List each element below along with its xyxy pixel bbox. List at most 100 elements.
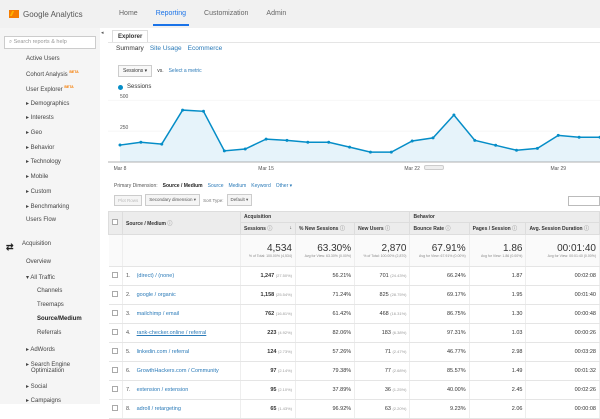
svg-text:Mar 29: Mar 29 xyxy=(550,166,566,172)
svg-text:500: 500 xyxy=(120,94,129,100)
main-panel: Explorer Summary Site Usage Ecommerce Sess… xyxy=(108,28,600,404)
search-input[interactable]: ⌕ Search reports & help xyxy=(4,36,96,49)
behavior-group-header: Behavior xyxy=(410,212,600,223)
dimension-option[interactable]: Keyword xyxy=(251,183,270,189)
sidebar-item[interactable]: ▸ AdWords xyxy=(26,346,55,353)
data-table: Source / Medium ⓘ Acquisition Behavior S… xyxy=(108,211,600,419)
row-checkbox[interactable] xyxy=(112,405,118,411)
legend-dot-icon xyxy=(118,85,123,90)
acquisition-icon: ⇄ xyxy=(6,242,14,253)
sidebar-item[interactable]: ▸ Benchmarking xyxy=(26,203,69,210)
divider xyxy=(108,42,600,43)
source-link[interactable]: extension / extension xyxy=(137,387,189,393)
source-link[interactable]: mailchimp / email xyxy=(137,311,179,317)
sidebar-item[interactable]: ▸ Mobile xyxy=(26,173,48,180)
source-link[interactable]: (direct) / (none) xyxy=(137,273,175,279)
sidebar-item[interactable]: Channels xyxy=(37,288,62,294)
sessions-chart[interactable]: 250 500 Mar 8 Mar 15 Mar 22 Mar 29 xyxy=(108,94,600,174)
sort-type-label: Sort Type: xyxy=(203,198,223,203)
subtab[interactable]: Summary xyxy=(116,45,144,52)
dimension-option[interactable]: Medium xyxy=(228,183,246,189)
col-header[interactable]: Pages / Session ⓘ xyxy=(469,223,526,235)
collapse-sidebar-icon[interactable]: ◂ xyxy=(101,30,104,36)
col-header[interactable]: Sessions ⓘ ↓ xyxy=(241,223,296,235)
nav-customization[interactable]: Customization xyxy=(195,0,257,28)
sidebar-item[interactable]: User Explorer BETA xyxy=(26,85,74,93)
nav-reporting[interactable]: Reporting xyxy=(147,0,195,28)
sidebar-item[interactable]: ▸ Technology xyxy=(26,158,61,165)
col-header[interactable]: Bounce Rate ⓘ xyxy=(410,223,469,235)
sidebar-item[interactable]: Acquisition xyxy=(22,241,51,247)
table-row: 6.GrowthHackers.com / Community 97 (2.14… xyxy=(109,362,600,381)
col-header[interactable]: % New Sessions ⓘ xyxy=(296,223,355,235)
beta-badge: BETA xyxy=(69,70,78,74)
svg-text:Mar 22: Mar 22 xyxy=(404,166,420,172)
sidebar-item[interactable]: Optimization xyxy=(31,368,64,374)
app-title: Google Analytics xyxy=(23,10,83,19)
row-checkbox[interactable] xyxy=(112,348,118,354)
subtab[interactable]: Ecommerce xyxy=(188,45,223,52)
subtabs: Summary Site Usage Ecommerce xyxy=(116,45,222,52)
vs-label: vs. xyxy=(157,68,163,74)
table-row: 2.google / organic 1,158 (25.54%) 71.24%… xyxy=(109,286,600,305)
sidebar-item[interactable]: ▸ Behavior xyxy=(26,144,54,151)
metric-row: Sessions ▾ vs. Select a metric xyxy=(118,65,202,77)
source-link[interactable]: rank-checker.online / referral xyxy=(137,330,207,336)
table-row: 8.adroll / retargeting 65 (1.43%) 96.92%… xyxy=(109,400,600,419)
sidebar-item[interactable]: Cohort Analysis BETA xyxy=(26,70,79,78)
secondary-dimension-select[interactable]: Secondary dimension ▾ xyxy=(145,194,200,206)
primary-dimension-row: Primary Dimension: Source / Medium Sourc… xyxy=(114,183,292,189)
sidebar-item[interactable]: Treemaps xyxy=(37,302,64,308)
row-checkbox[interactable] xyxy=(112,329,118,335)
sidebar-item[interactable]: ▾ All Traffic xyxy=(26,274,55,281)
row-checkbox[interactable] xyxy=(112,291,118,297)
source-link[interactable]: google / organic xyxy=(137,292,176,298)
row-checkbox[interactable] xyxy=(112,310,118,316)
analytics-logo-icon xyxy=(9,10,19,18)
dimension-option[interactable]: Source xyxy=(208,183,224,189)
nav-home[interactable]: Home xyxy=(110,0,147,28)
sidebar-item[interactable]: ▸ Social xyxy=(26,383,47,390)
metric-select[interactable]: Sessions ▾ xyxy=(118,65,152,77)
dim-header[interactable]: Source / Medium ⓘ xyxy=(123,212,241,235)
tab-explorer[interactable]: Explorer xyxy=(112,30,148,42)
svg-text:Mar 15: Mar 15 xyxy=(258,166,274,172)
table-row: 5.linkedin.com / referral 124 (2.73%) 57… xyxy=(109,343,600,362)
table-row: 3.mailchimp / email 762 (16.81%) 61.42% … xyxy=(109,305,600,324)
col-header[interactable]: New Users ⓘ xyxy=(355,223,410,235)
sidebar-item[interactable]: Overview xyxy=(26,259,51,265)
table-search-input[interactable] xyxy=(568,196,600,206)
sidebar-item[interactable]: ▸ Geo xyxy=(26,129,42,136)
sidebar-item[interactable]: ▸ Campaigns xyxy=(26,397,61,404)
sidebar-item[interactable]: Users Flow xyxy=(26,217,56,223)
select-all-checkbox[interactable] xyxy=(112,219,118,225)
dimension-option[interactable]: Other ▾ xyxy=(276,183,292,189)
svg-text:250: 250 xyxy=(120,125,129,131)
sort-type-select[interactable]: Default ▾ xyxy=(227,194,253,206)
sidebar-item[interactable]: ▸ Demographics xyxy=(26,100,69,107)
sidebar-item[interactable]: ▸ Search Engine xyxy=(26,361,70,368)
plot-rows-button[interactable]: Plot Rows xyxy=(114,195,142,206)
sidebar-item[interactable]: Referrals xyxy=(37,330,61,336)
source-link[interactable]: adroll / retargeting xyxy=(137,406,181,412)
source-link[interactable]: linkedin.com / referral xyxy=(137,349,190,355)
sidebar-item[interactable]: Active Users xyxy=(26,56,60,62)
svg-text:Mar 8: Mar 8 xyxy=(114,166,127,172)
chart-resize-handle[interactable] xyxy=(424,165,444,170)
chart-legend: Sessions xyxy=(118,84,151,90)
col-header[interactable]: Avg. Session Duration ⓘ xyxy=(526,223,600,235)
sidebar-item[interactable]: ▸ Custom xyxy=(26,188,51,195)
select-metric-link[interactable]: Select a metric xyxy=(169,68,202,74)
row-checkbox[interactable] xyxy=(112,386,118,392)
row-checkbox[interactable] xyxy=(112,367,118,373)
sidebar-item[interactable]: Source/Medium xyxy=(37,316,82,322)
table-row: 7.extension / extension 95 (2.10%) 37.89… xyxy=(109,381,600,400)
sidebar-item[interactable]: ▸ Interests xyxy=(26,114,54,121)
source-link[interactable]: GrowthHackers.com / Community xyxy=(137,368,219,374)
totals-row: 4,534% of Total: 100.00% (4,534)63.30%Av… xyxy=(109,235,600,267)
logo[interactable]: Google Analytics xyxy=(0,10,110,19)
subtab[interactable]: Site Usage xyxy=(150,45,182,52)
row-checkbox[interactable] xyxy=(112,272,118,278)
nav-admin[interactable]: Admin xyxy=(257,0,295,28)
